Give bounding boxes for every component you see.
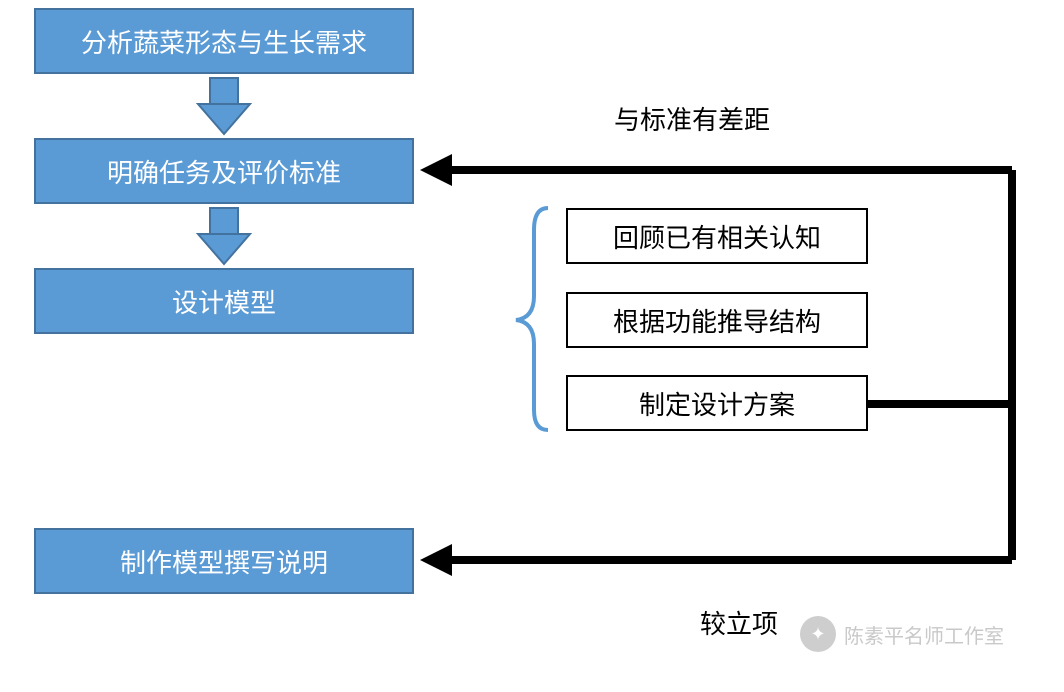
watermark-icon: ✦ [800, 616, 836, 652]
brace-icon [516, 208, 548, 430]
watermark: ✦ 陈素平名师工作室 [800, 616, 1004, 652]
arrow-down-1-icon [198, 78, 250, 134]
node-plan-label: 制定设计方案 [639, 385, 795, 422]
node-task-label: 明确任务及评价标准 [107, 153, 341, 190]
brace-connector [416, 300, 516, 320]
watermark-text: 陈素平名师工作室 [844, 620, 1004, 649]
node-analyze: 分析蔬菜形态与生长需求 [34, 8, 414, 74]
node-design: 设计模型 [34, 268, 414, 334]
arrow-down-2-icon [198, 208, 250, 264]
feedback-bottom-arrowhead-icon [420, 544, 452, 576]
node-review: 回顾已有相关认知 [566, 208, 868, 264]
feedback-top-arrowhead-icon [420, 154, 452, 186]
node-design-label: 设计模型 [172, 283, 276, 320]
node-task: 明确任务及评价标准 [34, 138, 414, 204]
node-derive: 根据功能推导结构 [566, 292, 868, 348]
label-gap: 与标准有差距 [614, 100, 770, 137]
label-compare: 较立项 [700, 604, 778, 641]
node-analyze-label: 分析蔬菜形态与生长需求 [81, 23, 367, 60]
node-plan: 制定设计方案 [566, 375, 868, 431]
node-derive-label: 根据功能推导结构 [613, 302, 821, 339]
node-make-label: 制作模型撰写说明 [120, 543, 328, 580]
node-review-label: 回顾已有相关认知 [613, 218, 821, 255]
node-make: 制作模型撰写说明 [34, 528, 414, 594]
